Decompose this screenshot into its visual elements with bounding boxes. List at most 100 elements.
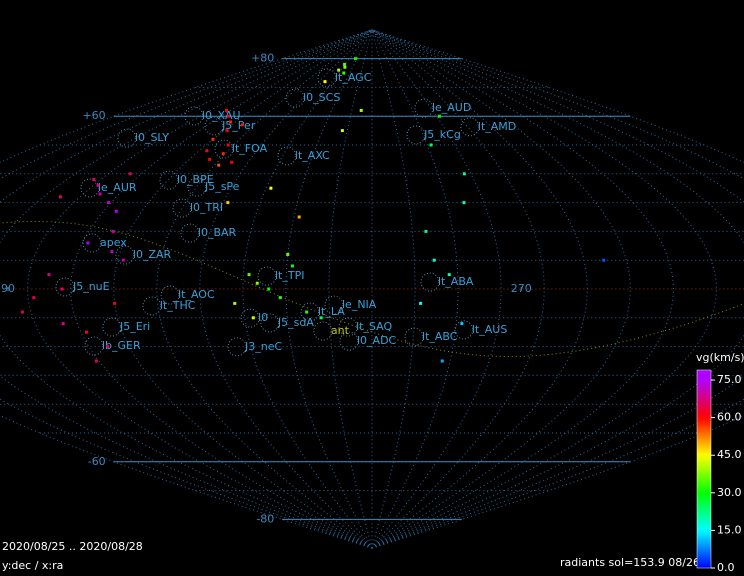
shower-ring [180, 223, 200, 243]
radiant [267, 287, 271, 291]
shower-label: l0 [258, 311, 268, 324]
date-range: 2020/08/25 .. 2020/08/28 [2, 540, 143, 553]
shower-label: lt_AUS [472, 323, 507, 336]
shower-label: J5_sPe [204, 180, 240, 193]
colorbar-tick-label: 45.0 [717, 448, 742, 461]
shower-ring [80, 178, 100, 198]
shower-ring [159, 170, 179, 190]
graticule [0, 29, 744, 549]
shower-ring [82, 233, 102, 253]
radiant [61, 322, 65, 326]
meridian [328, 29, 373, 549]
colorbar-tick-label: 30.0 [717, 486, 742, 499]
radiant [290, 264, 294, 268]
shower-ring [214, 139, 234, 159]
radiant [128, 172, 132, 176]
radiant [121, 258, 125, 262]
radiant [429, 143, 433, 147]
shower-label: J5_sdA [277, 316, 314, 329]
shower-ring [300, 302, 320, 322]
radiant [337, 68, 341, 72]
radiant [342, 71, 346, 75]
shower-ring [460, 117, 480, 137]
radiant [447, 273, 451, 277]
radiant [217, 163, 221, 167]
radiant [86, 241, 90, 245]
radiant [96, 183, 100, 187]
radiant [255, 281, 259, 285]
shower-ring [406, 125, 426, 145]
radiant [226, 143, 230, 147]
shower-ring [142, 296, 162, 316]
shower-ring [454, 320, 474, 340]
shower-ring [227, 337, 247, 357]
chart-title: radiants sol=153.9 08/26 [560, 556, 700, 569]
shower-label: lt_FOA [232, 142, 268, 155]
radiant [437, 114, 441, 118]
shower-label: lt_AMD [478, 120, 516, 133]
y-tick-label: -60 [88, 455, 106, 468]
ecliptic [0, 221, 744, 357]
shower-ring [339, 331, 359, 351]
shower-label: l0_ZAR [133, 248, 172, 261]
shower-label: l0_BAR [198, 226, 237, 239]
shower-label: lt_AGC [335, 71, 372, 84]
colorbar-tick-label: 60.0 [717, 411, 742, 424]
colorbar [696, 369, 712, 569]
radiant [247, 273, 251, 277]
radiant [111, 229, 115, 233]
x-tick-label: 90 [1, 282, 15, 295]
radiant [343, 62, 347, 66]
shower-ring [115, 245, 135, 265]
radiant [460, 322, 464, 326]
radiant [114, 209, 118, 213]
radiant [230, 160, 234, 164]
colorbar-title: vg(km/s) [696, 351, 744, 364]
radiant [359, 108, 363, 112]
radiant [240, 123, 244, 127]
radiant [297, 215, 301, 219]
shower-ring [277, 146, 297, 166]
radiant [354, 57, 358, 61]
shower-ring [184, 106, 204, 126]
radiant [340, 129, 344, 133]
shower-label: lt_AXC [295, 149, 330, 162]
meridian [113, 29, 373, 549]
shower-label: J3_neC [244, 340, 282, 353]
radiant [462, 201, 466, 205]
radiant [419, 301, 423, 305]
radiant [113, 301, 117, 305]
shower-label: lt_TPI [275, 269, 304, 282]
shower-label: l0_TRI [190, 201, 223, 214]
y-tick-label: +80 [251, 52, 274, 65]
radiant [106, 345, 110, 349]
shower-ring [187, 177, 207, 197]
shower-label: l0_ADC [357, 334, 397, 347]
shower-ring [317, 68, 337, 88]
shower-label: lt_ABA [438, 275, 474, 288]
shower-label: l0_XAU [202, 109, 241, 122]
shower-ring [285, 88, 305, 108]
radiant [440, 359, 444, 363]
radiant [110, 250, 114, 254]
shower-ring [414, 98, 434, 118]
radiant [32, 296, 36, 300]
shower-label: J5_nuE [72, 280, 110, 293]
radiant [602, 258, 606, 262]
shower-ring [313, 321, 333, 341]
shower-ring [117, 128, 137, 148]
radiant [225, 129, 229, 133]
radiant [107, 201, 111, 205]
colorbar-tick-label: 75.0 [717, 373, 742, 386]
meridian [371, 29, 416, 549]
shower-label: lt_ABC [422, 330, 458, 343]
shower-ring [160, 285, 180, 305]
radiant [226, 201, 230, 205]
radiant [211, 137, 215, 141]
radiant [229, 120, 233, 124]
shower-ring [324, 295, 344, 315]
colorbar-tick-label: 15.0 [717, 523, 742, 536]
shower-label: lt_AOC [178, 288, 215, 301]
